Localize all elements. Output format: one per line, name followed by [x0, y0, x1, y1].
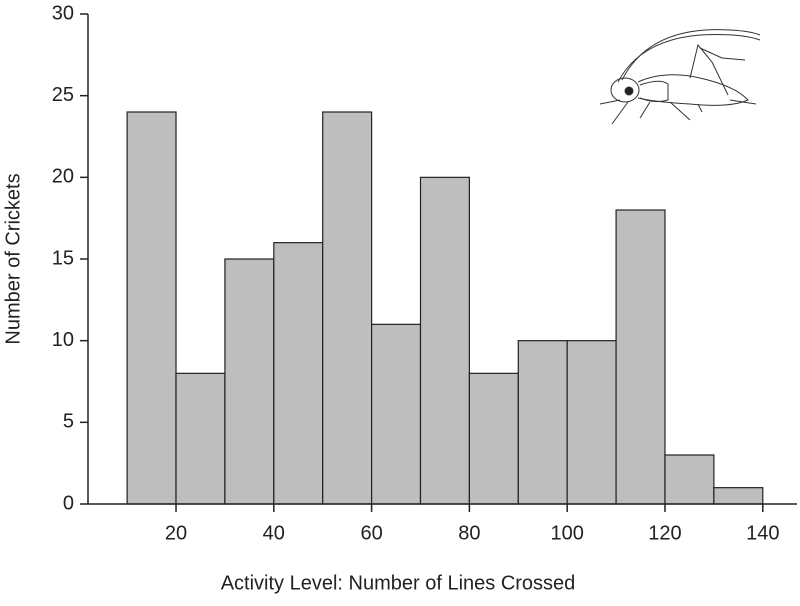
x-tick-label: 20	[165, 522, 187, 544]
y-axis-label: Number of Crickets	[2, 173, 24, 344]
bar	[615, 209, 666, 505]
cricket-illustration	[599, 29, 761, 125]
y-tick-label: 0	[63, 492, 74, 514]
bar	[224, 258, 275, 505]
y-tick-label: 25	[52, 84, 74, 106]
bar	[664, 454, 715, 505]
bar	[126, 111, 177, 505]
bar	[175, 372, 226, 505]
y-tick-label: 30	[52, 2, 74, 24]
bar	[713, 487, 764, 505]
y-tick-label: 15	[52, 247, 74, 269]
bar	[468, 372, 519, 505]
bar	[566, 340, 617, 505]
bar	[273, 242, 324, 505]
y-tick-label: 10	[52, 329, 74, 351]
x-tick-label: 140	[746, 522, 779, 544]
bar	[322, 111, 373, 505]
x-tick-label: 100	[550, 522, 583, 544]
bar	[419, 176, 470, 505]
y-tick-label: 5	[63, 411, 74, 433]
x-tick-label: 120	[648, 522, 681, 544]
y-tick-label: 20	[52, 166, 74, 188]
x-tick-label: 60	[360, 522, 382, 544]
bar	[371, 323, 422, 505]
x-tick-label: 40	[263, 522, 285, 544]
x-tick-label: 80	[458, 522, 480, 544]
x-axis-label: Activity Level: Number of Lines Crossed	[221, 572, 576, 594]
bar	[517, 340, 568, 505]
